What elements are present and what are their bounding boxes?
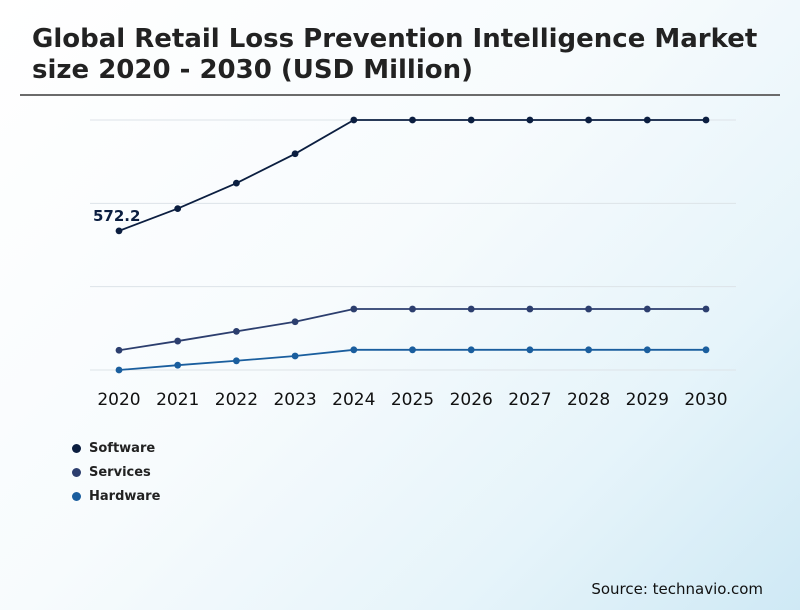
legend-item-services: Services: [72, 460, 160, 484]
data-point-services: [467, 305, 475, 313]
data-point-hardware: [643, 346, 651, 354]
data-point-services: [585, 305, 592, 313]
data-point-hardware: [702, 346, 710, 354]
data-point-hardware: [409, 346, 416, 354]
x-tick-label: 2026: [450, 390, 493, 410]
title-divider: [20, 94, 780, 96]
chart-legend: Software Services Hardware: [72, 436, 160, 508]
data-point-hardware: [585, 346, 592, 354]
x-tick-label: 2027: [508, 390, 551, 410]
data-point-hardware: [291, 352, 299, 360]
data-point-software: [350, 116, 358, 124]
source-credit: Source: technavio.com: [591, 580, 763, 598]
x-tick-label: 2021: [156, 390, 199, 410]
chart-title: Global Retail Loss Prevention Intelligen…: [32, 24, 758, 85]
data-point-services: [643, 305, 651, 313]
x-tick-label: 2028: [567, 390, 610, 410]
data-point-services: [350, 305, 358, 313]
data-point-services: [526, 305, 534, 313]
x-tick-label: 2030: [684, 390, 727, 410]
data-point-hardware: [350, 346, 358, 354]
data-point-software: [291, 150, 299, 158]
data-point-software: [174, 205, 182, 212]
data-point-services: [291, 318, 299, 326]
data-point-services: [233, 328, 240, 335]
data-point-software: [115, 227, 123, 235]
series-line-services: [118, 308, 706, 352]
data-point-software: [233, 179, 240, 187]
x-tick-label: 2022: [215, 390, 258, 410]
legend-item-hardware: Hardware: [72, 484, 160, 508]
data-label: 572.2: [93, 207, 140, 225]
data-point-software: [702, 116, 710, 124]
legend-marker: [72, 467, 81, 477]
x-tick-label: 2025: [391, 390, 434, 410]
legend-marker: [72, 443, 81, 453]
data-point-hardware: [526, 346, 534, 354]
data-point-software: [585, 116, 592, 124]
x-tick-label: 2020: [97, 390, 140, 410]
data-point-hardware: [115, 366, 123, 374]
data-point-services: [115, 346, 123, 354]
legend-label: Services: [89, 464, 151, 480]
legend-label: Software: [89, 440, 156, 456]
data-point-hardware: [174, 361, 182, 369]
data-point-services: [174, 337, 182, 345]
data-point-software: [643, 116, 651, 124]
legend-item-software: Software: [72, 436, 160, 460]
data-point-hardware: [467, 346, 475, 354]
data-point-services: [409, 305, 416, 313]
series-line-software: [118, 119, 706, 232]
data-point-hardware: [233, 357, 240, 365]
data-point-services: [702, 305, 710, 313]
data-point-software: [467, 116, 475, 124]
data-point-software: [409, 116, 416, 124]
legend-label: Hardware: [89, 488, 161, 504]
x-tick-label: 2024: [332, 390, 375, 410]
x-tick-label: 2029: [626, 390, 669, 410]
data-point-software: [526, 116, 534, 124]
legend-marker: [72, 491, 81, 501]
x-tick-label: 2023: [273, 390, 316, 410]
